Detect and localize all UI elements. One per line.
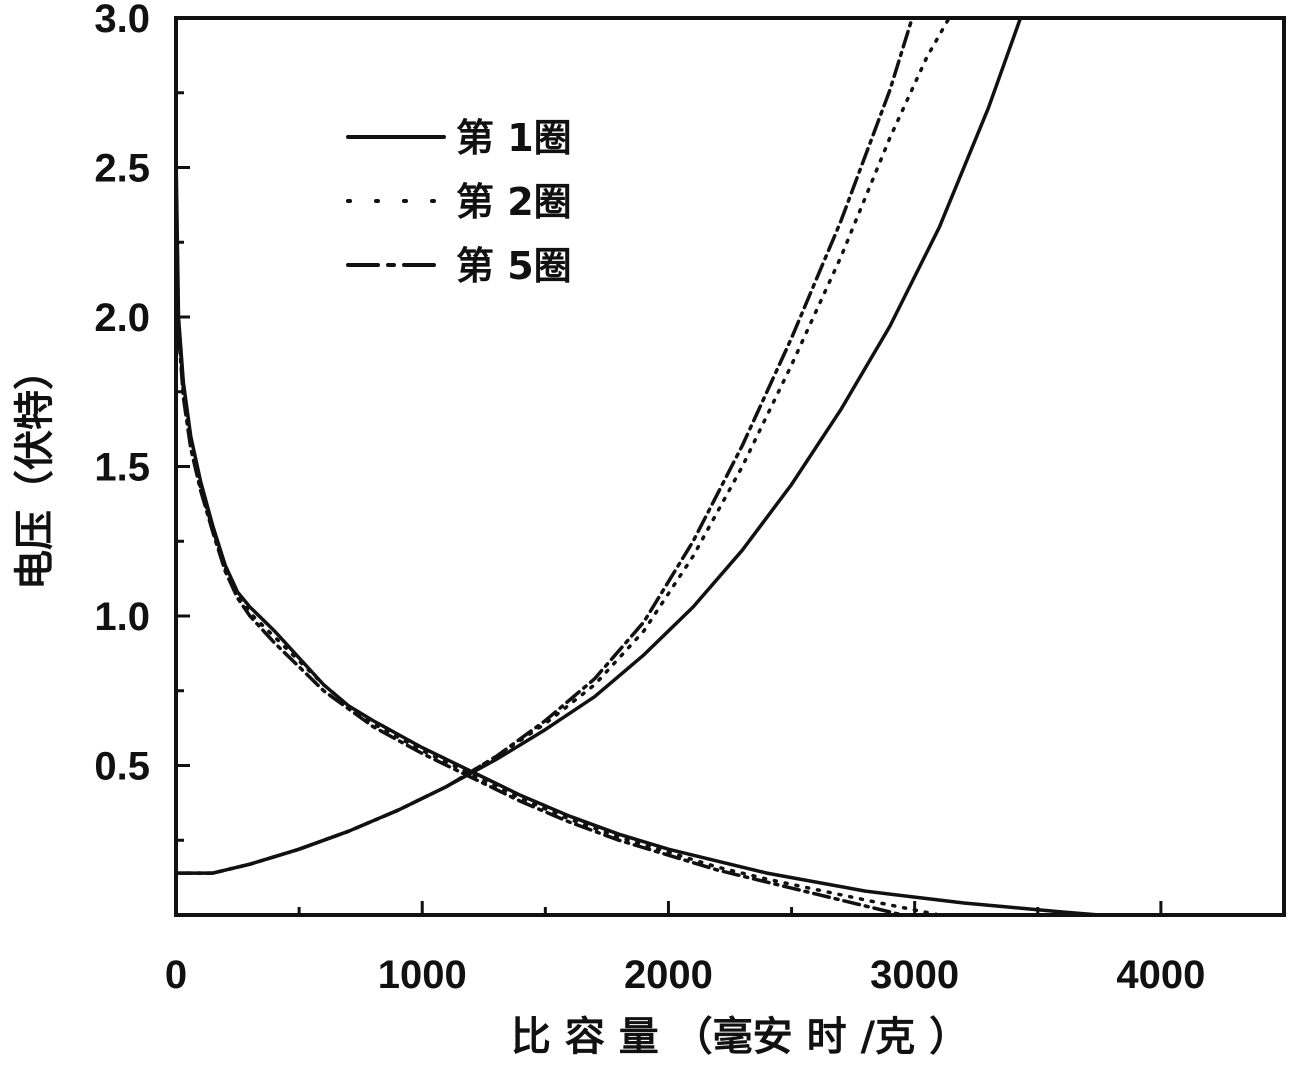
y-tick-label: 2.5 <box>94 147 150 191</box>
legend: 第 1圈第 2圈第 5圈 <box>346 116 572 288</box>
x-tick-label: 3000 <box>870 953 959 997</box>
x-tick-label: 4000 <box>1116 953 1205 997</box>
x-tick-label: 0 <box>165 953 187 997</box>
legend-label-2: 第 2圈 <box>456 180 572 224</box>
legend-label-1: 第 1圈 <box>456 116 572 160</box>
y-tick-label: 1.0 <box>94 595 150 639</box>
x-axis-ticks: 0 1000 2000 3000 4000 <box>165 901 1205 997</box>
x-axis-title: 比 容 量 （毫安 时 /克 ） <box>511 1014 969 1060</box>
series-1-discharge-line <box>176 150 1102 915</box>
legend-label-3: 第 5圈 <box>456 244 572 288</box>
y-tick-label: 3.0 <box>94 0 150 41</box>
y-tick-label: 2.0 <box>94 296 150 340</box>
y-axis-title: 电压（伏特） <box>12 350 58 590</box>
series-1-charge-line <box>176 18 1023 875</box>
x-tick-label: 1000 <box>378 953 467 997</box>
x-tick-label: 2000 <box>624 953 713 997</box>
y-axis-ticks: 0.5 1.0 1.5 2.0 2.5 3.0 <box>94 0 190 842</box>
y-tick-label: 0.5 <box>94 745 150 789</box>
series-3-charge-line <box>176 18 914 875</box>
y-tick-label: 1.5 <box>94 446 150 490</box>
series-3-discharge-line <box>176 180 905 915</box>
series-layer <box>176 18 1102 915</box>
